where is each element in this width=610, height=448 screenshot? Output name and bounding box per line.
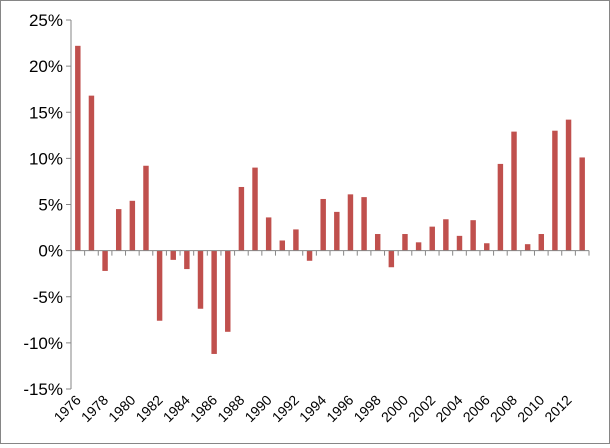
x-tick-label: 2006: [460, 392, 493, 425]
x-tick-label: 1980: [105, 392, 138, 425]
x-tick-label: 2004: [432, 392, 465, 425]
bar-1980: [129, 200, 136, 251]
x-tick-label: 1986: [187, 392, 220, 425]
bar-2003: [443, 219, 449, 251]
labels-group: -15%-10%-5%0%5%10%15%20%25%1976197819801…: [23, 11, 575, 425]
bar-1987: [225, 250, 231, 332]
x-tick-label: 1996: [323, 392, 356, 425]
y-tick-label: -5%: [33, 288, 63, 307]
x-tick-label: 2010: [514, 392, 547, 425]
x-tick-label: 2000: [378, 392, 411, 425]
y-tick-label: -15%: [23, 380, 63, 399]
bar-1981: [143, 165, 149, 251]
y-tick-label: 25%: [29, 11, 63, 30]
bar-2004: [456, 235, 463, 251]
x-tick-label: 1988: [214, 392, 247, 425]
bar-1985: [197, 250, 204, 309]
x-tick-label: 1992: [269, 392, 302, 425]
bar-2010: [538, 234, 545, 251]
bar-2008: [511, 131, 517, 251]
y-tick-label: -10%: [23, 334, 63, 353]
bar-1995: [334, 211, 340, 251]
bar-1986: [211, 250, 217, 354]
bar-2001: [415, 242, 422, 251]
bar-1983: [170, 250, 176, 260]
bar-1979: [115, 209, 122, 251]
bar-1994: [320, 198, 326, 251]
bar-1997: [361, 197, 367, 251]
y-tick-label: 15%: [29, 103, 63, 122]
bar-2000: [402, 234, 408, 251]
bar-1989: [252, 167, 258, 251]
bar-1978: [102, 250, 108, 271]
bar-2005: [470, 220, 476, 251]
x-tick-label: 2002: [405, 392, 438, 425]
bar-1992: [293, 229, 299, 251]
bar-1999: [388, 250, 395, 268]
bars-group: [75, 45, 585, 354]
x-tick-label: 1990: [241, 392, 274, 425]
bar-1976: [75, 45, 81, 251]
bar-1984: [184, 250, 190, 270]
bar-1982: [156, 250, 163, 321]
y-tick-label: 10%: [29, 149, 63, 168]
x-tick-label: 2012: [541, 392, 574, 425]
axes-group: [66, 19, 590, 390]
y-tick-label: 5%: [38, 196, 63, 215]
bar-2012: [565, 119, 572, 251]
x-tick-label: 1978: [78, 392, 111, 425]
x-tick-label: 1982: [132, 392, 165, 425]
bar-2009: [524, 244, 531, 251]
bar-1990: [265, 217, 272, 251]
bar-2011: [552, 130, 558, 251]
bar-1998: [374, 234, 381, 251]
bar-2002: [429, 226, 435, 251]
y-tick-label: 20%: [29, 57, 63, 76]
x-tick-label: 2008: [487, 392, 520, 425]
bar-2006: [484, 243, 490, 251]
y-tick-label: 0%: [38, 242, 63, 261]
bar-1991: [279, 240, 286, 251]
x-tick-label: 1998: [350, 392, 383, 425]
bar-1993: [306, 250, 313, 261]
x-tick-label: 1984: [160, 392, 193, 425]
bar-1988: [238, 186, 245, 251]
x-tick-label: 1994: [296, 392, 329, 425]
bar-2007: [497, 163, 504, 251]
bar-1996: [347, 194, 354, 251]
bar-1977: [88, 95, 95, 251]
bar-2013: [579, 157, 585, 251]
